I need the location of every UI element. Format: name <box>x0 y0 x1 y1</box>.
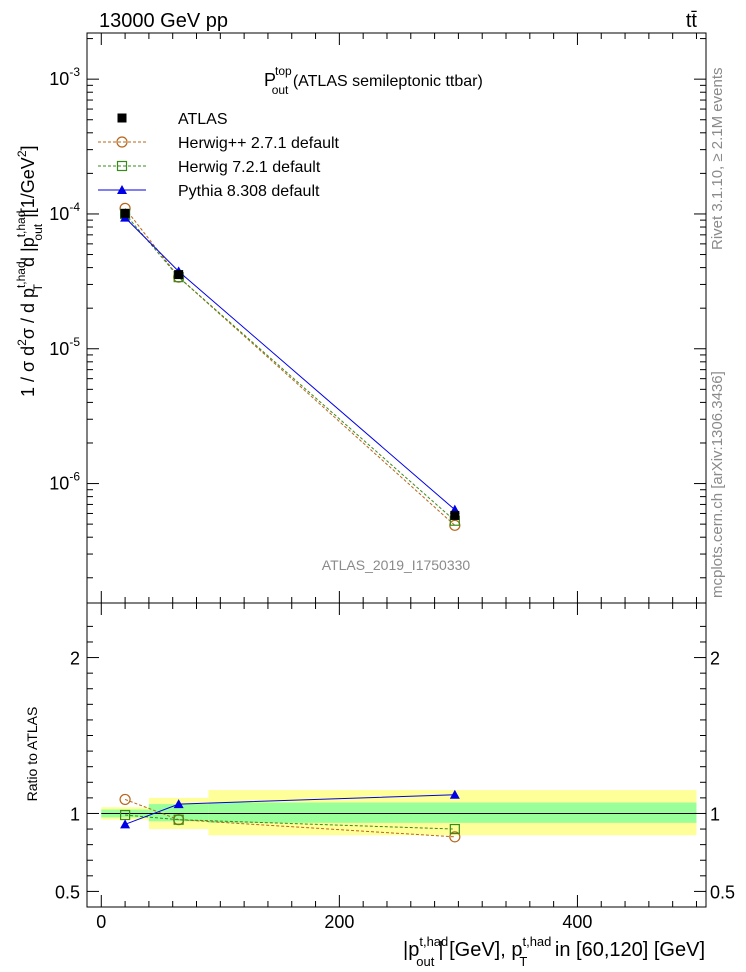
main-plot-series <box>119 202 461 531</box>
ratio-tick-label-right: 2 <box>710 649 720 669</box>
x-tick-label: 400 <box>562 912 592 932</box>
ratio-band-inner <box>208 802 697 823</box>
ratio-point-herwigpp <box>119 793 131 806</box>
legend-marker-herwigpp <box>116 136 128 148</box>
ratio-y-axis-label: Ratio to ATLAS <box>24 707 40 802</box>
rivet-label: Rivet 3.1.10, ≥ 2.1M events <box>709 68 726 251</box>
legend-label-herwig7: Herwig 7.2.1 default <box>178 159 321 176</box>
axis-ticks <box>87 33 706 907</box>
x-tick-label: 0 <box>96 912 106 932</box>
y-tick-label: 10-6 <box>49 470 80 494</box>
ratio-point-herwig7 <box>449 823 460 835</box>
x-axis-label: |pt,had out| [GeV], pt,had T in [60,120] [… <box>403 934 705 969</box>
axis-tick-labels: 0 200 400 10-6 10-5 10-4 10-3 0.5 0.5 1 1 2 2 <box>49 65 735 932</box>
legend-label-herwigpp: Herwig++ 2.7.1 default <box>178 135 340 152</box>
y-tick-label: 10-3 <box>49 65 80 89</box>
point-atlas <box>174 270 184 280</box>
point-atlas <box>450 510 460 520</box>
y-tick-label: 10-4 <box>49 200 80 224</box>
y-axis-label: 1 / σ d2σ / d pt,had T d |pt,had out|[1/Ge… <box>14 145 45 397</box>
plot-title: Ptop out (ATLAS semileptonic ttbar) <box>264 64 483 97</box>
ratio-tick-label: 2 <box>70 649 80 669</box>
ratio-point-pythia <box>449 789 460 799</box>
point-atlas <box>120 208 130 218</box>
header-left: 13000 GeV pp <box>99 10 228 32</box>
legend-marker-herwig7 <box>116 160 128 172</box>
y-tick-label: 10-5 <box>49 335 80 359</box>
ratio-tick-label: 0.5 <box>55 882 80 902</box>
ratio-band-inner <box>148 804 209 822</box>
ratio-point-herwig7 <box>173 814 184 825</box>
ratio-tick-label: 1 <box>70 804 80 824</box>
ratio-line-herwig7 <box>125 814 455 830</box>
legend-marker-pythia <box>117 185 127 194</box>
x-tick-label: 200 <box>324 912 354 932</box>
ratio-point-herwigpp <box>449 831 461 843</box>
series-line-pythia <box>124 217 456 511</box>
legend-label-atlas: ATLAS <box>178 111 228 128</box>
legend: ATLAS Herwig++ 2.7.1 default Herwig 7.2.1 … <box>98 111 340 200</box>
legend-label-pythia: Pythia 8.308 default <box>178 183 320 200</box>
ratio-line-herwigpp <box>124 798 455 838</box>
ratio-tick-label-right: 1 <box>710 804 720 824</box>
ratio-plot-frame <box>86 602 707 908</box>
ratio-tick-label-right: 0.5 <box>710 882 735 902</box>
analysis-watermark: ATLAS_2019_I1750330 <box>322 557 471 573</box>
legend-marker-atlas <box>117 113 127 123</box>
header-right: tt̄ <box>686 10 698 32</box>
ratio-plot-series <box>119 789 461 843</box>
mcplots-label: mcplots.cern.ch [arXiv:1306.3436] <box>709 371 726 598</box>
ratio-point-pythia <box>120 819 131 829</box>
ratio-point-pythia <box>173 799 184 809</box>
